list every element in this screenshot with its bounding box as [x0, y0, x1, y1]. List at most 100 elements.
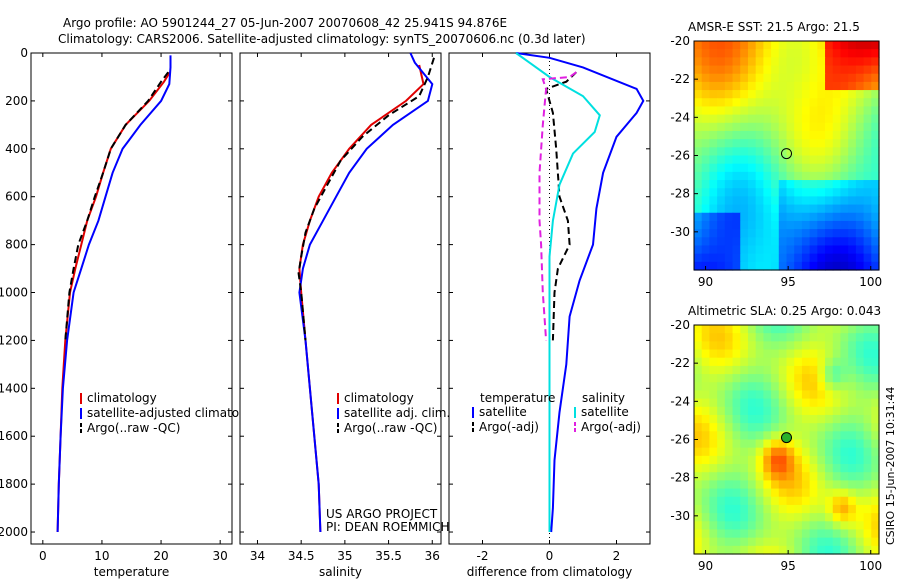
heatmap-cell — [709, 229, 718, 238]
heatmap-cell — [855, 49, 865, 58]
heatmap-cell — [825, 204, 834, 214]
heatmap-cell — [801, 382, 811, 392]
heatmap-cell — [832, 245, 842, 255]
heatmap-cell — [701, 163, 711, 173]
heatmap-cell — [871, 171, 880, 181]
heatmap-cell — [778, 349, 788, 359]
heatmap-cell — [871, 261, 880, 271]
heatmap-cell — [801, 341, 811, 351]
heatmap-cell — [724, 229, 734, 238]
heatmap-cell — [832, 220, 842, 230]
heatmap-cell — [694, 447, 703, 457]
heatmap-cell — [794, 130, 803, 140]
heatmap-cell — [832, 488, 842, 498]
heatmap-cell — [840, 49, 849, 58]
heatmap-cell — [701, 333, 711, 342]
heatmap-cell — [863, 513, 872, 522]
heatmap-cell — [701, 245, 711, 255]
heatmap-cell — [740, 196, 749, 206]
heatmap-cell — [855, 529, 865, 539]
heatmap-cell — [747, 464, 757, 473]
heatmap-cell — [786, 261, 795, 271]
heatmap-cell — [794, 521, 803, 531]
heatmap-cell — [701, 480, 711, 490]
heatmap-cell — [694, 496, 703, 506]
heatmap-cell — [809, 365, 818, 375]
heatmap-cell — [771, 382, 780, 392]
heatmap-cell — [724, 196, 734, 206]
heatmap-cell — [825, 171, 834, 181]
heatmap-cell — [694, 431, 703, 441]
heatmap-cell — [755, 431, 764, 441]
heatmap-cell — [724, 204, 734, 214]
heatmap-cell — [832, 390, 842, 400]
heatmap-cell — [709, 130, 718, 140]
heatmap-cell — [832, 229, 842, 238]
heatmap-cell — [778, 382, 788, 392]
heatmap-cell — [840, 504, 849, 514]
heatmap-cell — [817, 196, 826, 206]
heatmap-cell — [724, 325, 734, 334]
heatmap-cell — [832, 374, 842, 383]
heatmap-cell — [801, 204, 811, 214]
heatmap-cell — [709, 488, 718, 498]
x-tick-label: 30 — [213, 549, 228, 563]
heatmap-cell — [694, 414, 703, 424]
heatmap-cell — [786, 341, 795, 351]
heatmap-cell — [832, 472, 842, 481]
heatmap-cell — [871, 81, 880, 91]
heatmap-cell — [778, 513, 788, 522]
heatmap-cell — [786, 398, 795, 408]
heatmap-cell — [871, 333, 880, 342]
heatmap-cell — [709, 188, 718, 197]
heatmap-cell — [763, 545, 772, 555]
heatmap-cell — [794, 496, 803, 506]
heatmap-cell — [717, 382, 726, 392]
heatmap-cell — [855, 431, 865, 441]
heatmap-cell — [871, 414, 880, 424]
heatmap-cell — [809, 390, 818, 400]
heatmap-cell — [809, 188, 818, 197]
heatmap-cell — [732, 180, 741, 189]
heatmap-cell — [724, 155, 734, 165]
heatmap-cell — [871, 341, 880, 351]
heatmap-cell — [778, 139, 788, 148]
heatmap-cell — [771, 325, 780, 334]
heatmap-cell — [771, 431, 780, 441]
heatmap-cell — [809, 41, 818, 50]
heatmap-cell — [747, 139, 757, 148]
heatmap-cell — [709, 431, 718, 441]
heatmap-cell — [863, 98, 872, 108]
heatmap-cell — [771, 98, 780, 108]
heatmap-cell — [747, 480, 757, 490]
heatmap-cell — [801, 398, 811, 408]
heatmap-cell — [871, 253, 880, 263]
heatmap-cell — [763, 229, 772, 238]
heatmap-cell — [778, 229, 788, 238]
heatmap-cell — [740, 212, 749, 222]
heatmap-cell — [771, 130, 780, 140]
heatmap-cell — [701, 447, 711, 457]
heatmap-cell — [747, 171, 757, 181]
heatmap-cell — [755, 382, 764, 392]
heatmap-cell — [809, 423, 818, 432]
heatmap-cell — [701, 73, 711, 83]
heatmap-cell — [701, 374, 711, 383]
heatmap-cell — [794, 464, 803, 473]
heatmap-cell — [786, 114, 795, 124]
heatmap-cell — [701, 325, 711, 334]
heatmap-cell — [855, 341, 865, 351]
heatmap-cell — [825, 73, 834, 83]
heatmap-cell — [717, 220, 726, 230]
heatmap-cell — [855, 357, 865, 367]
heatmap-cell — [825, 529, 834, 539]
heatmap-cell — [863, 65, 872, 75]
heatmap-cell — [840, 398, 849, 408]
heatmap-cell — [832, 73, 842, 83]
map-y-tick-label: -28 — [670, 471, 690, 485]
heatmap-cell — [724, 480, 734, 490]
heatmap-cell — [717, 439, 726, 449]
heatmap-cell — [863, 188, 872, 197]
heatmap-cell — [709, 122, 718, 132]
heatmap-cell — [871, 196, 880, 206]
